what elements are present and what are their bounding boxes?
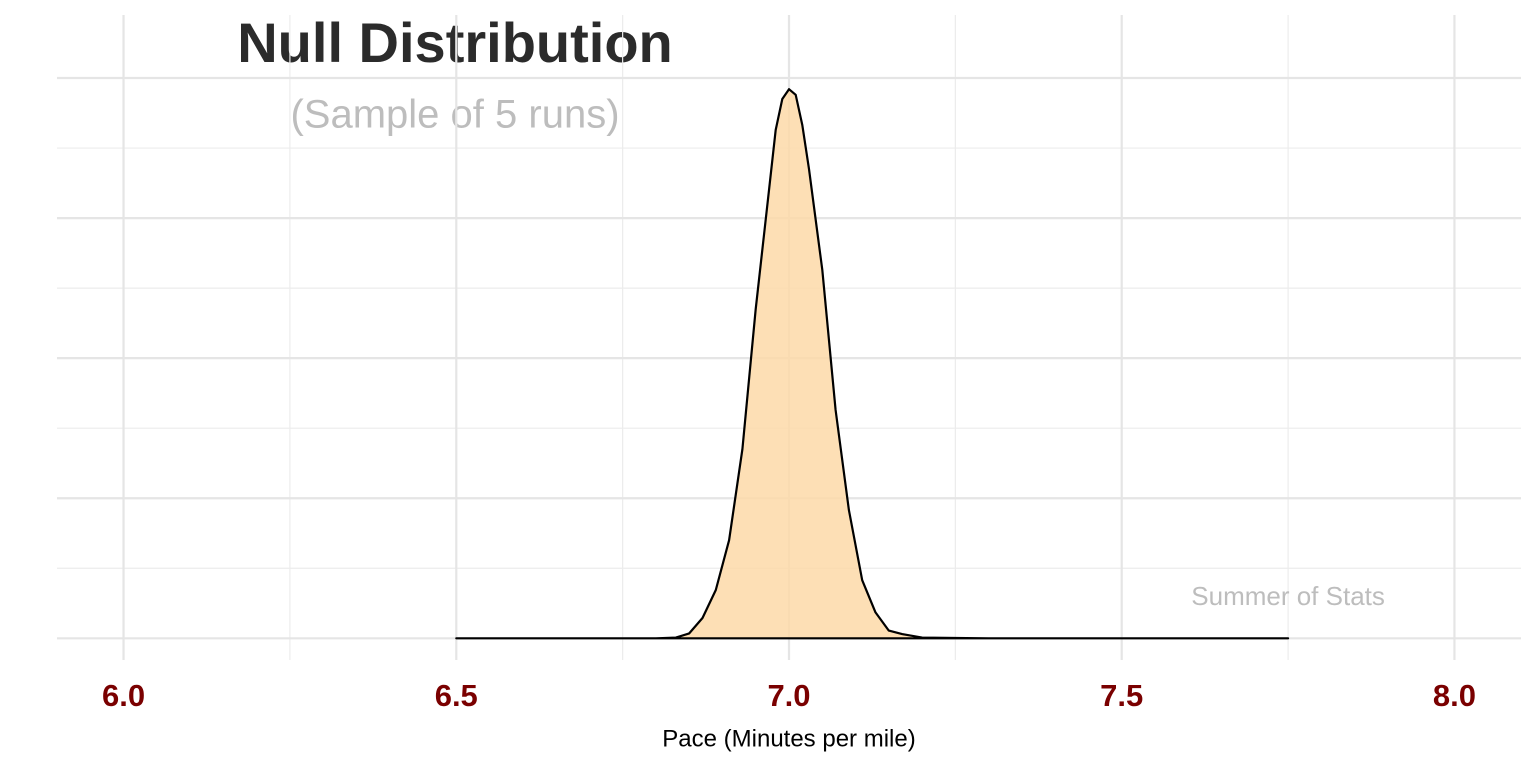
chart-title: Null Distribution — [237, 11, 673, 74]
x-axis-label: Pace (Minutes per mile) — [662, 725, 915, 752]
x-tick-label: 7.0 — [767, 678, 810, 713]
density-area — [455, 88, 1290, 640]
x-tick-label: 6.5 — [435, 678, 478, 713]
x-tick-label: 7.5 — [1100, 678, 1143, 713]
annotation: Summer of Stats — [1191, 581, 1385, 611]
x-tick-label: 8.0 — [1433, 678, 1476, 713]
chart-subtitle: (Sample of 5 runs) — [290, 93, 619, 137]
x-tick-label: 6.0 — [102, 678, 145, 713]
